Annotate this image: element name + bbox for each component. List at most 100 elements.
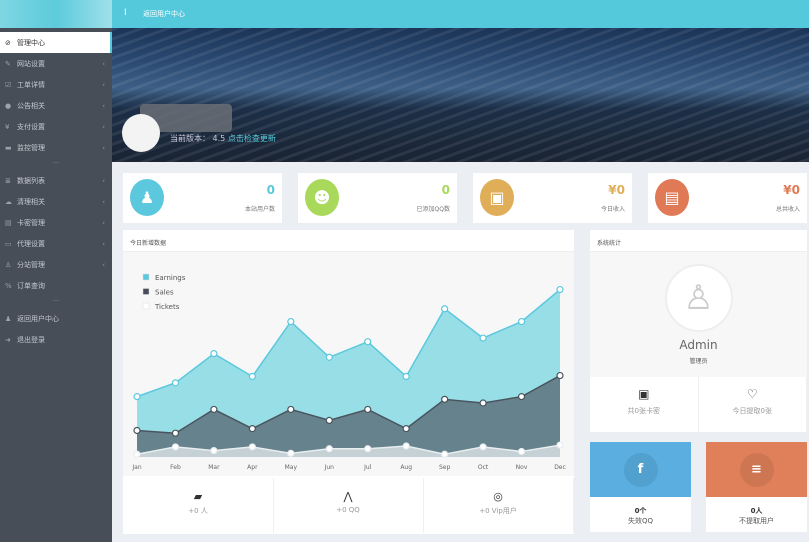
wallet-icon: ▰ <box>193 490 203 503</box>
system-stat: ♡ 今日提取0张 <box>699 377 807 432</box>
sidebar-item-8[interactable]: ☁ 清理相关 ‹ <box>0 191 112 212</box>
system-stat-label: 共0张卡密 <box>627 407 660 415</box>
point-sales[interactable] <box>171 429 180 437</box>
chevron-left-icon: ‹ <box>102 143 105 152</box>
sidebar-item-1[interactable]: ✎ 网站设置 ‹ <box>0 53 112 74</box>
point-sales[interactable] <box>517 393 526 401</box>
point-sales[interactable] <box>210 405 218 414</box>
chart-footer-label: +0 人 <box>188 507 208 515</box>
point-earnings[interactable] <box>441 305 449 313</box>
point-earnings[interactable] <box>325 353 333 361</box>
point-tickets[interactable] <box>441 450 449 458</box>
admin-name: Admin <box>679 338 718 352</box>
sidebar-toggle[interactable]: I <box>124 8 127 18</box>
line-sales <box>136 374 561 434</box>
chevron-left-icon: ‹ <box>102 239 105 248</box>
chart-footer-item: ▰ +0 人 <box>123 478 274 533</box>
sidebar-item-label: 支付设置 <box>17 122 45 131</box>
wallet-icon: ▤ <box>655 179 689 216</box>
point-sales[interactable] <box>364 405 372 414</box>
briefcase-icon: ▣ <box>638 387 650 401</box>
x-tick-label: Aug <box>400 464 412 471</box>
point-earnings[interactable] <box>248 372 256 381</box>
point-earnings[interactable] <box>517 317 526 326</box>
stat-value: 0 <box>266 183 275 197</box>
point-sales[interactable] <box>479 399 487 407</box>
point-earnings[interactable] <box>556 285 564 294</box>
stat-card: ▤ ¥0 总共收入 <box>648 173 807 223</box>
database-icon: ≡ <box>739 452 774 487</box>
card-icon: ▤ <box>5 218 12 227</box>
point-tickets[interactable] <box>171 443 180 451</box>
point-sales[interactable] <box>287 405 295 414</box>
check-update-link[interactable]: 点击检查更新 <box>227 134 276 143</box>
point-tickets[interactable] <box>248 443 256 451</box>
system-stat-label: 今日提取0张 <box>732 407 772 415</box>
point-sales[interactable] <box>556 371 564 380</box>
admin-role: 管理员 <box>689 358 708 365</box>
top-bar <box>0 0 809 28</box>
point-tickets[interactable] <box>517 447 526 456</box>
stat-card: ♟ 0 本站用户数 <box>123 173 282 223</box>
point-earnings[interactable] <box>171 379 180 387</box>
chevron-left-icon: ‹ <box>102 218 105 227</box>
monitor-icon: ▬ <box>5 143 12 152</box>
point-tickets[interactable] <box>556 441 564 449</box>
x-tick-label: Jan <box>131 464 141 471</box>
sidebar-item-label: 数据列表 <box>17 176 45 185</box>
server-icon: ▭ <box>5 239 12 248</box>
point-earnings[interactable] <box>133 393 141 401</box>
point-earnings[interactable] <box>479 334 487 342</box>
sidebar-item-14[interactable]: ♟ 返回用户中心 <box>0 308 112 329</box>
legend-label: Tickets <box>154 303 180 311</box>
info-icon: ● <box>5 101 12 110</box>
point-sales[interactable] <box>133 426 141 435</box>
sidebar-item-2[interactable]: ☑ 工单详情 ‹ <box>0 74 112 95</box>
sidebar-item-5[interactable]: ▬ 监控管理 ‹ <box>0 137 112 158</box>
sidebar-item-4[interactable]: ¥ 支付设置 ‹ <box>0 116 112 137</box>
sidebar-item-3[interactable]: ● 公告相关 ‹ <box>0 95 112 116</box>
x-tick-label: Mar <box>208 464 220 471</box>
point-tickets[interactable] <box>364 445 372 453</box>
sidebar-item-0[interactable]: ⊘ 管理中心 <box>0 32 112 53</box>
avatar <box>122 114 160 152</box>
x-tick-label: Sep <box>439 464 451 471</box>
point-tickets[interactable] <box>210 446 218 455</box>
point-tickets[interactable] <box>479 443 487 451</box>
point-sales[interactable] <box>402 425 410 433</box>
x-tick-label: Oct <box>478 464 489 471</box>
sidebar-item-15[interactable]: ➜ 退出登录 <box>0 329 112 350</box>
sidebar-item-label: 监控管理 <box>17 143 45 152</box>
version-number: 4.5 <box>212 134 226 143</box>
point-tickets[interactable] <box>402 442 410 450</box>
point-earnings[interactable] <box>364 338 372 346</box>
stat-label: 本站用户数 <box>244 206 275 213</box>
version-info: 当前版本： 4.5 点击检查更新 <box>170 133 276 144</box>
sidebar-item-10[interactable]: ▭ 代理设置 ‹ <box>0 233 112 254</box>
stat-value: ¥0 <box>783 183 800 197</box>
logo[interactable] <box>0 0 112 28</box>
point-earnings[interactable] <box>287 317 295 326</box>
x-tick-label: May <box>285 464 298 471</box>
point-sales[interactable] <box>325 416 333 424</box>
version-label: 当前版本： <box>170 134 210 143</box>
point-tickets[interactable] <box>325 445 333 453</box>
sidebar: ⊘ 管理中心 ✎ 网站设置 ‹ ☑ 工单详情 ‹ ● 公告相关 ‹ ¥ 支付设置 ‹ ▬ 监控管理 ‹ — ≣ 数据列… <box>0 28 112 542</box>
sidebar-item-9[interactable]: ▤ 卡密管理 ‹ <box>0 212 112 233</box>
stat-label: 今日收入 <box>600 206 625 213</box>
point-earnings[interactable] <box>402 372 410 381</box>
sidebar-item-7[interactable]: ≣ 数据列表 ‹ <box>0 170 112 191</box>
point-sales[interactable] <box>248 425 256 433</box>
point-tickets[interactable] <box>287 449 295 457</box>
sidebar-item-label: 清理相关 <box>17 197 45 206</box>
legend-swatch <box>142 288 150 295</box>
sidebar-item-12[interactable]: % 订单查询 <box>0 275 112 296</box>
area-earnings <box>137 289 560 434</box>
point-sales[interactable] <box>441 395 449 403</box>
life-ring-icon: ◎ <box>493 490 503 503</box>
point-earnings[interactable] <box>210 350 218 358</box>
sidebar-item-11[interactable]: ♙ 分站管理 ‹ <box>0 254 112 275</box>
dashboard-icon: ⊘ <box>5 38 11 47</box>
back-to-user-center-link[interactable]: 返回用户中心 <box>143 10 185 18</box>
point-tickets[interactable] <box>133 450 141 458</box>
